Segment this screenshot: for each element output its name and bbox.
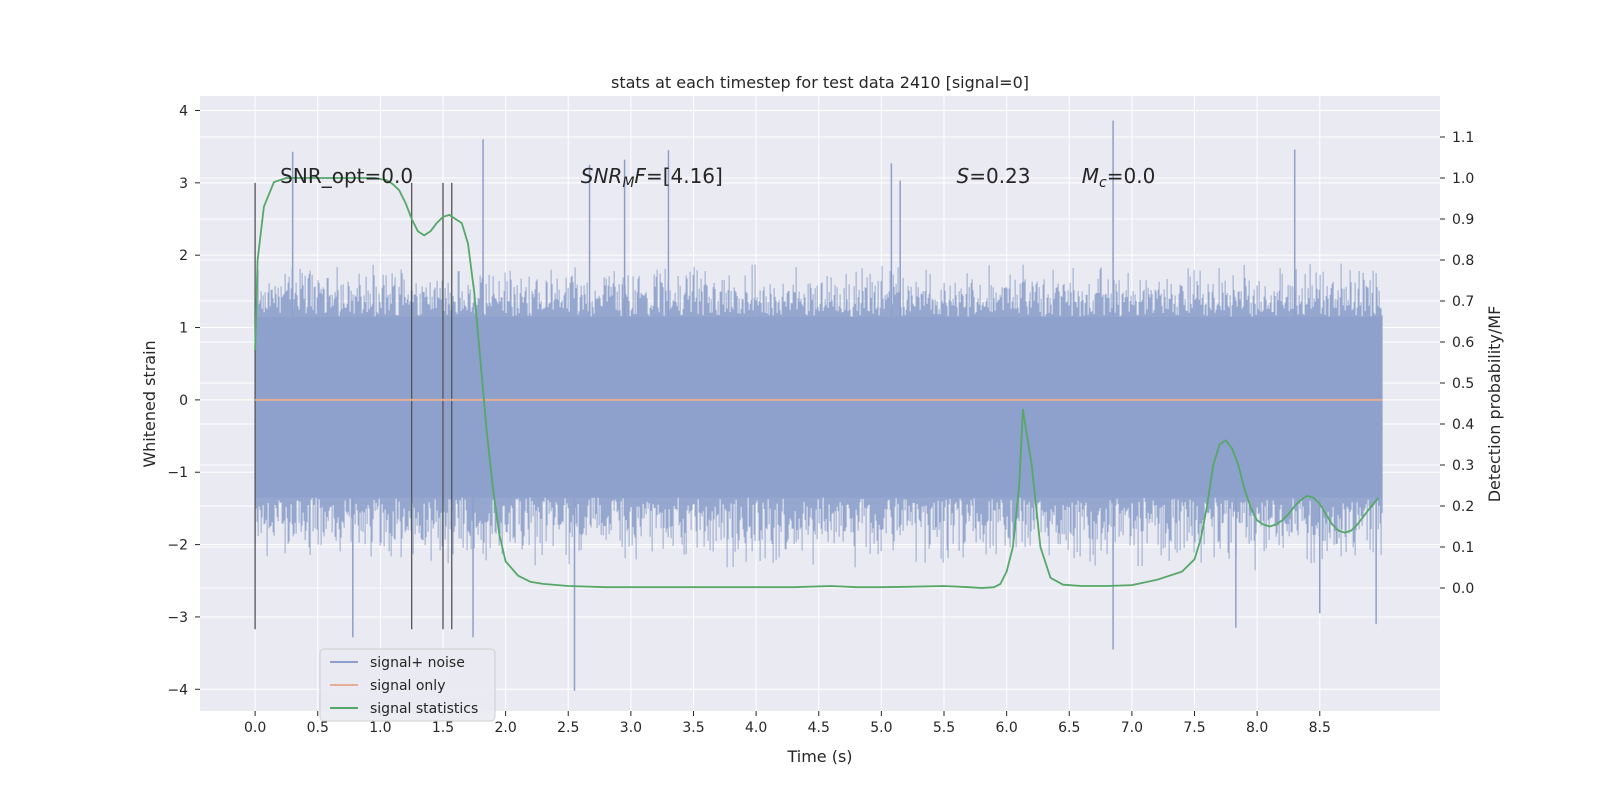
x-tick-label: 5.5 (933, 720, 955, 736)
x-tick-label: 5.0 (870, 720, 892, 736)
annotation-part: M (622, 175, 634, 191)
annotation-snr-mf: SNRMF=[4.16] (581, 164, 723, 191)
legend-label-signal-only: signal only (370, 678, 445, 694)
annotation-part: F (634, 164, 646, 188)
annotation-part: M (1082, 164, 1099, 188)
y-tick-label: 0 (179, 393, 188, 409)
y2-tick-label: 0.0 (1452, 581, 1474, 597)
y2-tick-label: 0.9 (1452, 212, 1474, 228)
x-axis-label: Time (s) (786, 747, 852, 766)
annotation-snr-opt: SNR_opt=0.0 (280, 164, 413, 188)
x-tick-label: 3.0 (620, 720, 642, 736)
annotation-mc-value: Mc=0.0 (1082, 164, 1156, 191)
annotation-part: =0.23 (969, 164, 1030, 188)
y-tick-label: −2 (167, 538, 188, 554)
y2-tick-label: 0.8 (1452, 253, 1474, 269)
chart-title: stats at each timestep for test data 241… (611, 73, 1029, 92)
y-axis-label: Whitened strain (140, 340, 159, 467)
legend: signal+ noise signal only signal statist… (319, 648, 496, 722)
y2-tick-label: 0.5 (1452, 376, 1474, 392)
y-tick-label: 3 (179, 176, 188, 192)
x-tick-label: 7.0 (1121, 720, 1143, 736)
annotation-part: =0.0 (1107, 164, 1156, 188)
y2-tick-label: 0.4 (1452, 417, 1474, 433)
y-tick-label: −3 (167, 610, 188, 626)
y2-tick-label: 0.7 (1452, 294, 1474, 310)
annotation-part: S (957, 164, 970, 188)
y2-tick-label: 0.1 (1452, 540, 1474, 556)
annotation-part: SNR (581, 164, 623, 188)
x-tick-label: 3.5 (682, 720, 704, 736)
annotation-part: c (1099, 175, 1107, 191)
y2-tick-label: 0.6 (1452, 335, 1474, 351)
y2-tick-label: 1.0 (1452, 171, 1474, 187)
y2-ticks: 0.0 0.1 0.2 0.3 0.4 0.5 0.6 0.7 0.8 0.9 1.0 1.1 (1440, 130, 1474, 597)
y-tick-label: −4 (167, 682, 188, 698)
vertical-markers (254, 182, 453, 630)
legend-box (319, 648, 496, 722)
x-tick-label: 2.0 (494, 720, 516, 736)
x-tick-label: 8.5 (1309, 720, 1331, 736)
annotations: SNR_opt=0.0 SNRMF=[4.16] S=0.23 Mc=0.0 (280, 164, 1155, 191)
x-tick-label: 0.0 (244, 720, 266, 736)
y-tick-label: 1 (179, 321, 188, 337)
y-ticks: −4 −3 −2 −1 0 1 2 3 4 (167, 103, 200, 698)
line-series (254, 177, 1383, 589)
y-tick-label: 4 (179, 103, 188, 119)
x-tick-label: 7.5 (1183, 720, 1205, 736)
x-tick-label: 6.5 (1058, 720, 1080, 736)
x-tick-label: 1.5 (432, 720, 454, 736)
y2-tick-label: 0.3 (1452, 458, 1474, 474)
y-tick-label: −1 (167, 465, 188, 481)
y2-tick-label: 0.2 (1452, 499, 1474, 515)
x-tick-label: 6.0 (995, 720, 1017, 736)
x-tick-label: 0.5 (307, 720, 329, 736)
x-tick-label: 4.5 (808, 720, 830, 736)
signal-statistics-line (254, 177, 1380, 589)
y-tick-label: 2 (179, 248, 188, 264)
y2-tick-label: 1.1 (1452, 130, 1474, 146)
y2-axis-label: Detection probability/MF (1485, 306, 1504, 503)
annotation-s-value: S=0.23 (957, 164, 1031, 188)
x-ticks: 0.0 0.5 1.0 1.5 2.0 2.5 3.0 3.5 4.0 4.5 5.0 5.5 6.0 6… (244, 711, 1331, 736)
annotation-part: SNR_opt=0.0 (280, 164, 413, 188)
x-tick-label: 4.0 (745, 720, 767, 736)
x-tick-label: 2.5 (557, 720, 579, 736)
x-tick-label: 1.0 (369, 720, 391, 736)
legend-label-signal-noise: signal+ noise (370, 655, 465, 671)
annotation-part: =[4.16] (646, 164, 723, 188)
x-tick-label: 8.0 (1246, 720, 1268, 736)
legend-label-signal-statistics: signal statistics (370, 701, 478, 717)
